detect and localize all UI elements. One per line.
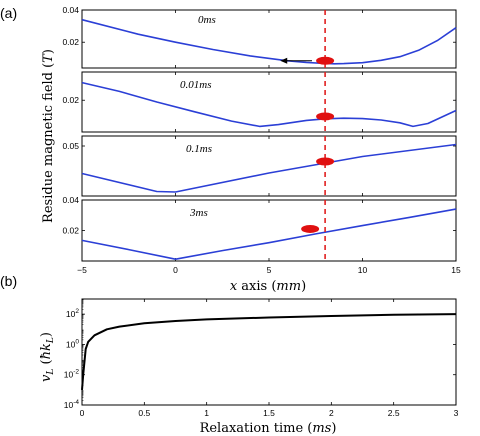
panel-b-ylabel-hbar: ħ — [39, 351, 54, 359]
panel-b-ylabel: vL (ħkL) — [39, 332, 56, 382]
panel-a-ylabel-main: Residue magnetic field ( — [41, 63, 56, 223]
panel-b-xlabel-close: ) — [331, 421, 336, 436]
field-curve — [81, 81, 457, 128]
y-tick-exp: 0 — [75, 338, 79, 345]
atom-dot — [316, 112, 335, 121]
panel-b-xlabel-unit: ms — [312, 421, 331, 436]
x-tick-label: 0 — [173, 265, 178, 275]
field-curve — [81, 143, 457, 193]
x-tick-label: −5 — [77, 265, 87, 275]
panel-a-xlabel-close: ) — [301, 279, 306, 294]
atom-dot — [301, 224, 320, 233]
panel-b-ylabel-var: v — [39, 374, 54, 382]
y-tick-exp: -2 — [73, 369, 79, 376]
panel-a-xlabel-var: x — [230, 279, 238, 294]
subplot-time-label: 0ms — [198, 14, 216, 26]
atom-dot — [316, 157, 335, 166]
subplot-time-label: 3ms — [189, 207, 208, 219]
panel-a: 0.02 0.04 0ms 0.02 0.01ms 0.05 0.1ms 0.02 0.04 3m… — [62, 5, 461, 275]
x-tick-label: 5 — [267, 265, 272, 275]
panel-a-xlabel-main: axis ( — [237, 279, 276, 294]
arrow-head — [280, 57, 288, 64]
panel-b-ylabel-k: k — [39, 343, 54, 351]
x-tick-label: 0.5 — [138, 408, 150, 418]
x-tick-label: 2 — [329, 408, 334, 418]
panel-b-ylabel-sub: L — [46, 369, 56, 376]
subplot-1: 0.02 0.01ms — [62, 71, 457, 133]
panel-b-label: (b) — [0, 273, 17, 289]
x-tick-label: 1.5 — [263, 408, 275, 418]
panel-a-ylabel-unit: T — [41, 53, 56, 63]
panel-a-ylabel-close: ) — [41, 49, 56, 54]
panel-a-xlabel: x axis (mm) — [230, 279, 306, 294]
y-tick-label: 0.05 — [62, 141, 79, 151]
y-tick-label: 0.02 — [62, 226, 79, 236]
panel-b-xlabel: Relaxation time (ms) — [200, 421, 337, 436]
y-tick-base: 10 — [66, 339, 76, 349]
y-tick-exp: -4 — [73, 399, 79, 406]
x-tick-label: 3 — [454, 408, 459, 418]
y-tick-label: 0.04 — [62, 5, 79, 15]
panel-a-ylabel: Residue magnetic field (T) — [41, 49, 56, 223]
velocity-curve — [81, 313, 457, 390]
subplot-time-label: 0.01ms — [180, 79, 211, 91]
y-tick-base: 10 — [66, 309, 76, 319]
y-tick-label: 0.04 — [62, 195, 79, 205]
y-tick-label: 10-4 — [64, 399, 80, 410]
subplot-time-label: 0.1ms — [186, 143, 212, 155]
y-tick-label: 102 — [66, 308, 79, 319]
x-tick-label: 10 — [358, 265, 368, 275]
x-tick-label: 2.5 — [388, 408, 400, 418]
y-tick-base: 10 — [64, 400, 74, 410]
panel-b-ylabel-close: ) — [39, 332, 54, 337]
y-tick-label: 0.02 — [62, 95, 79, 105]
subplot-0: 0.02 0.04 0ms — [62, 5, 457, 69]
field-curve — [81, 18, 457, 65]
x-tick-label: 0 — [80, 408, 85, 418]
subplot-3: 0.02 0.04 3ms — [62, 195, 457, 262]
field-curve — [81, 208, 457, 260]
panel-b-ylabel-open: ( — [39, 359, 54, 368]
panel-a-xlabel-unit: mm — [276, 279, 301, 294]
subplot-2: 0.05 0.1ms — [62, 135, 457, 197]
y-tick-label: 0.02 — [62, 37, 79, 47]
subplot-frame — [81, 9, 457, 69]
atom-dot — [316, 56, 335, 65]
y-tick-label: 100 — [66, 338, 79, 349]
x-tick-label: 15 — [451, 265, 461, 275]
x-tick-label: 1 — [204, 408, 209, 418]
y-tick-exp: 2 — [75, 308, 79, 315]
y-tick-label: 10-2 — [64, 369, 80, 380]
panel-a-label: (a) — [0, 5, 17, 21]
panel-b-xlabel-main: Relaxation time ( — [200, 421, 313, 436]
y-tick-base: 10 — [64, 370, 74, 380]
panel-b-ylabel-ksub: L — [46, 337, 56, 344]
